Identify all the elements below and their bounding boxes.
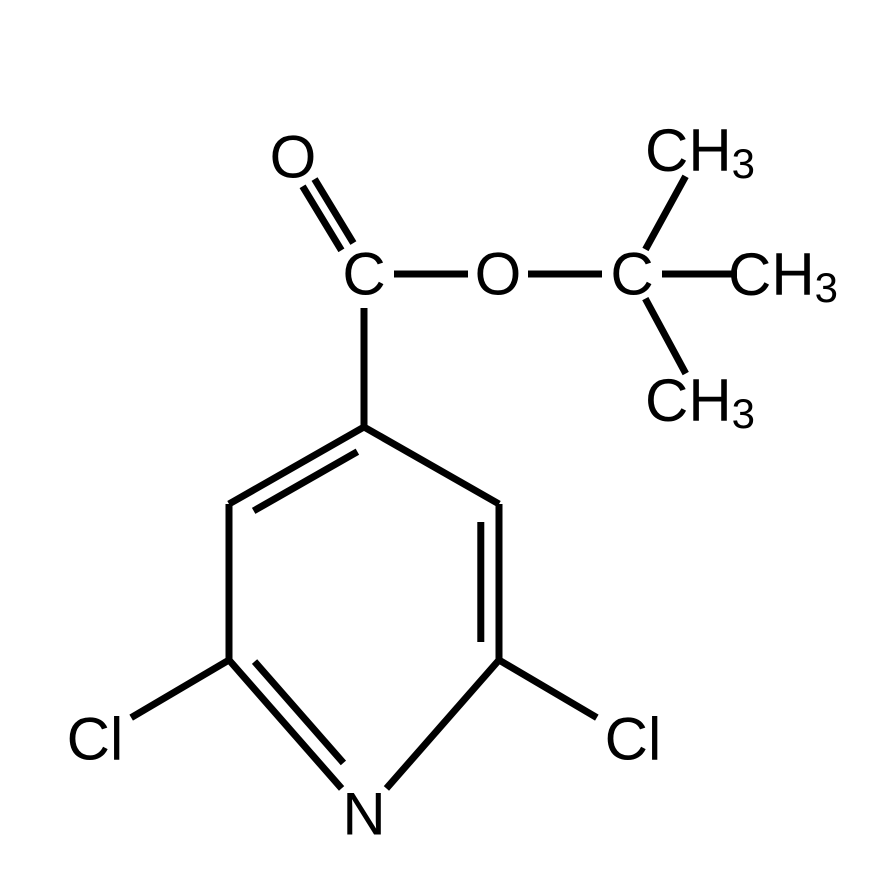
atom-label-CH3_dn: CH3 (645, 367, 755, 437)
atom-label-CH3_r: CH3 (728, 241, 838, 311)
atom-label-CH3_up: CH3 (645, 117, 755, 187)
atom-label-O_dbl: O (270, 124, 317, 191)
atom-label-C_ester: C (342, 241, 385, 308)
atom-label-N: N (342, 781, 385, 848)
atom-label-C_t: C (610, 241, 653, 308)
atom-label-Cl_right: Cl (605, 706, 662, 773)
atom-label-Cl_left: Cl (67, 706, 124, 773)
chemical-structure-diagram: ClClNOOCCCH3CH3CH3 (0, 0, 890, 890)
atom-label-O_single: O (475, 241, 522, 308)
